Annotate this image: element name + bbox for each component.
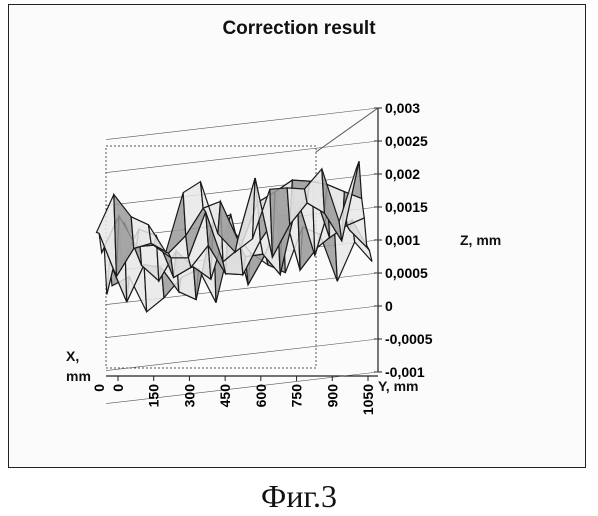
- y-tick-label: 1050: [360, 384, 376, 415]
- z-tick-label: 0,0015: [385, 199, 428, 215]
- z-axis-label: Z, mm: [460, 232, 501, 248]
- surface-mesh: [97, 161, 373, 312]
- z-gridline: [106, 108, 378, 140]
- z-gridline: [106, 339, 378, 371]
- x-axis-label-line1: X,: [66, 346, 91, 366]
- y-tick-label: 0: [110, 384, 126, 392]
- x-tick-label: 0: [91, 384, 107, 392]
- top-edge-line: [316, 108, 378, 152]
- surface-cell: [131, 217, 151, 249]
- y-tick-label: 150: [146, 384, 162, 408]
- y-tick-label: 900: [324, 384, 340, 408]
- z-tick-label: 0,0005: [385, 265, 428, 281]
- z-tick-label: 0: [385, 298, 393, 314]
- x-axis-label-line2: mm: [66, 366, 91, 386]
- y-tick-label: 450: [217, 384, 233, 408]
- y-tick-label: 300: [181, 384, 197, 408]
- y-axis-label: Y, mm: [378, 378, 418, 394]
- y-tick-label: 600: [253, 384, 269, 408]
- figure-caption: Фиг.3: [0, 478, 598, 515]
- y-tick-label: 750: [289, 384, 305, 408]
- z-tick-label: 0,0025: [385, 133, 428, 149]
- z-tick-label: 0,003: [385, 100, 420, 116]
- x-axis-label: X, mm: [66, 346, 91, 386]
- z-tick-label: 0,002: [385, 166, 420, 182]
- z-tick-label: 0,001: [385, 232, 420, 248]
- z-tick-label: -0,0005: [385, 331, 433, 347]
